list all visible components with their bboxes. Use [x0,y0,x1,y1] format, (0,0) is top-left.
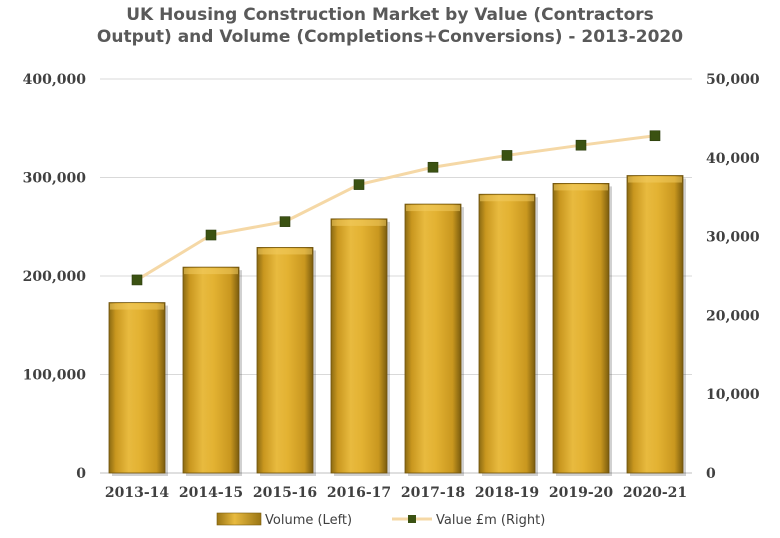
right-tick-label: 30,000 [706,230,760,246]
right-tick-label: 10,000 [706,387,760,403]
x-tick-label: 2016-17 [327,485,391,501]
value-marker [205,229,217,241]
bar [256,247,314,474]
x-tick-label: 2018-19 [475,485,539,501]
legend: Volume (Left) Value £m (Right) [216,512,545,528]
left-tick-label: 300,000 [23,171,87,187]
legend-label-value: Value £m (Right) [436,513,545,528]
bar-top-highlight [110,303,164,310]
bar-top-highlight [406,205,460,212]
value-marker [427,161,439,173]
right-tick-label: 50,000 [706,72,760,88]
value-marker [131,274,143,286]
chart-title-line-1: UK Housing Construction Market by Value … [126,5,654,25]
bar [478,193,536,474]
value-marker [279,216,291,227]
legend-label-volume: Volume (Left) [265,513,352,528]
x-tick-label: 2017-18 [401,485,465,501]
right-tick-label: 0 [706,466,716,482]
bar-top-highlight [480,195,534,202]
bar [108,302,166,474]
bar-series [108,175,686,476]
left-tick-label: 100,000 [23,368,87,384]
value-line [136,134,656,282]
left-axis: 0 100,000 200,000 300,000 400,000 [23,72,87,482]
bar [182,266,240,474]
bar [330,218,388,474]
value-marker [649,130,661,142]
bar [404,203,462,474]
right-tick-label: 40,000 [706,151,760,167]
bar-top-highlight [184,268,238,275]
x-tick-label: 2015-16 [253,485,317,501]
left-tick-label: 0 [76,466,86,482]
x-tick-label: 2014-15 [179,485,243,501]
chart-title: UK Housing Construction Market by Value … [0,4,780,48]
x-tick-label: 2020-21 [623,485,687,501]
x-axis: 2013-14 2014-15 2015-16 2016-17 2017-18 2018-… [105,485,687,501]
left-tick-label: 200,000 [23,269,87,285]
right-tick-label: 20,000 [706,308,760,324]
legend-marker-value [408,515,416,523]
bar [552,183,610,474]
line-series [131,130,661,286]
bar-top-highlight [258,248,312,255]
bar-top-highlight [332,219,386,226]
bar-top-highlight [628,176,682,183]
right-axis: 0 10,000 20,000 30,000 40,000 50,000 [706,72,760,482]
x-tick-label: 2013-14 [105,485,170,501]
chart-title-line-2: Output) and Volume (Completions+Conversi… [96,27,684,47]
value-marker [353,179,365,190]
value-marker [501,150,513,161]
x-tick-label: 2019-20 [549,485,614,501]
left-tick-label: 400,000 [23,72,87,88]
legend-swatch-volume [216,512,262,526]
bar [626,175,684,474]
value-marker [575,139,587,151]
bar-top-highlight [554,184,608,191]
